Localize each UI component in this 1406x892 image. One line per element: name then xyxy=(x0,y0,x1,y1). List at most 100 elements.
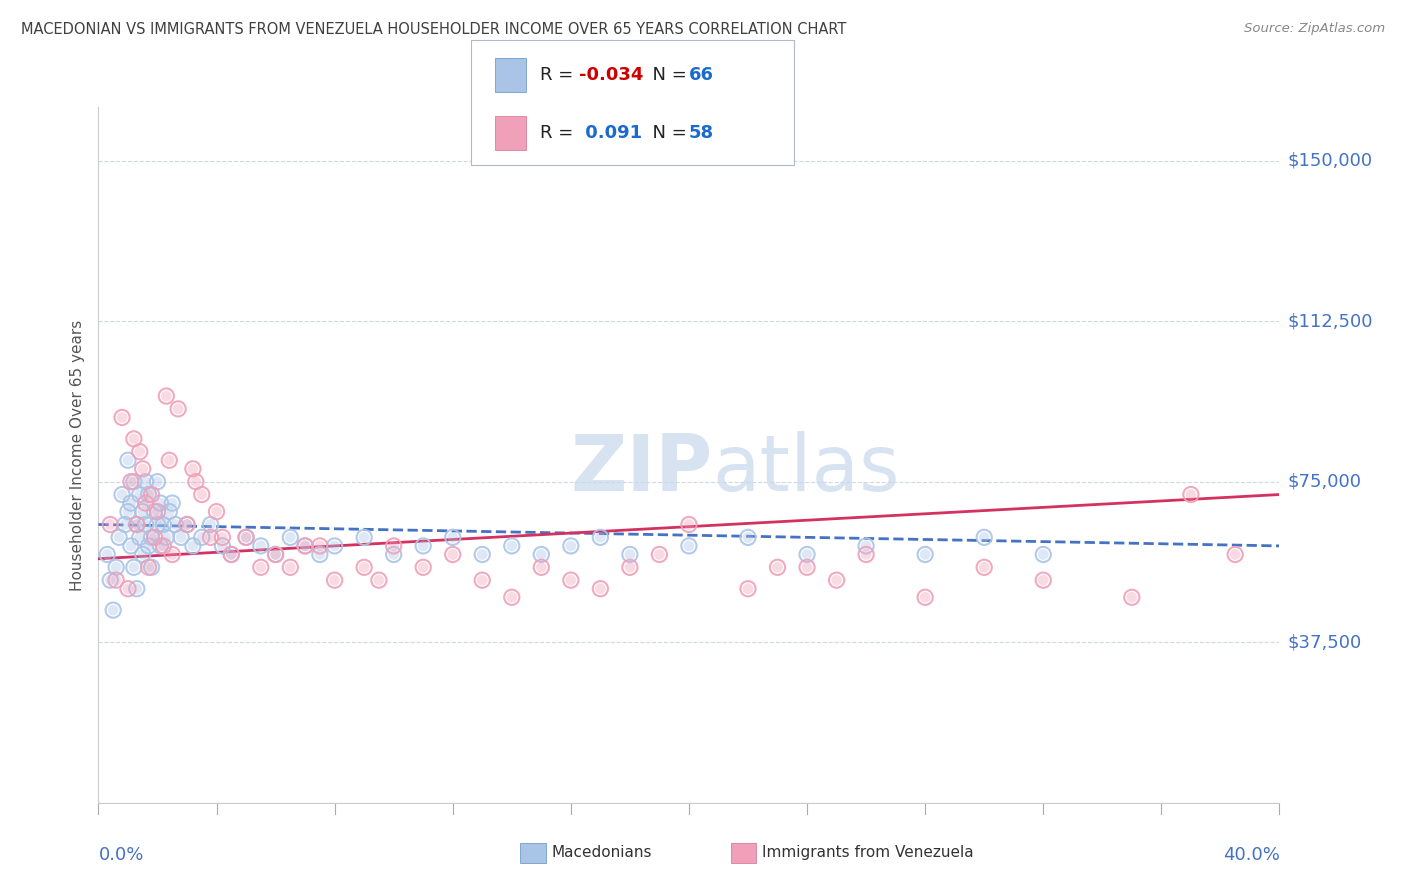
Point xyxy=(825,573,848,587)
Point xyxy=(211,539,233,553)
Text: $75,000: $75,000 xyxy=(1288,473,1362,491)
Point xyxy=(155,389,177,403)
Y-axis label: Householder Income Over 65 years: Householder Income Over 65 years xyxy=(70,319,86,591)
Point xyxy=(162,496,183,510)
Point xyxy=(184,475,207,489)
Point xyxy=(648,548,671,562)
Point xyxy=(235,530,257,544)
Point xyxy=(149,496,172,510)
Point xyxy=(914,591,936,605)
Point xyxy=(157,453,180,467)
Point xyxy=(278,530,302,544)
Point xyxy=(1032,548,1054,562)
Point xyxy=(120,539,142,553)
Point xyxy=(122,560,145,574)
Point xyxy=(138,487,160,501)
Text: $37,500: $37,500 xyxy=(1288,633,1362,651)
Point xyxy=(181,539,204,553)
Point xyxy=(98,517,121,532)
Point xyxy=(471,548,494,562)
Point xyxy=(1032,548,1054,562)
Point xyxy=(1121,591,1143,605)
Point xyxy=(250,560,273,574)
Text: 0.0%: 0.0% xyxy=(98,846,143,863)
Point xyxy=(412,539,434,553)
Point xyxy=(98,517,121,532)
Point xyxy=(146,475,169,489)
Point xyxy=(737,530,759,544)
Point xyxy=(135,517,157,532)
Point xyxy=(353,530,375,544)
Point xyxy=(125,582,148,596)
Point xyxy=(125,517,148,532)
Point xyxy=(973,560,995,574)
Point xyxy=(117,453,139,467)
Point xyxy=(235,530,257,544)
Point xyxy=(111,410,134,425)
Point xyxy=(309,548,332,562)
Point xyxy=(120,475,142,489)
Text: $150,000: $150,000 xyxy=(1288,152,1372,169)
Point xyxy=(141,487,163,501)
Point xyxy=(278,530,302,544)
Point xyxy=(143,505,166,519)
Point xyxy=(264,548,287,562)
Point xyxy=(157,505,180,519)
Point xyxy=(138,539,160,553)
Point xyxy=(294,539,316,553)
Point xyxy=(973,560,995,574)
Point xyxy=(117,505,139,519)
Point xyxy=(589,530,612,544)
Point xyxy=(135,517,157,532)
Point xyxy=(105,573,128,587)
Point xyxy=(128,530,150,544)
Point xyxy=(141,530,163,544)
Point xyxy=(162,548,183,562)
Point xyxy=(914,548,936,562)
Point xyxy=(737,530,759,544)
Point xyxy=(120,496,142,510)
Point xyxy=(441,548,464,562)
Point xyxy=(191,530,214,544)
Point xyxy=(412,539,434,553)
Point xyxy=(914,548,936,562)
Point xyxy=(108,530,131,544)
Point xyxy=(122,432,145,446)
Point xyxy=(165,517,187,532)
Text: N =: N = xyxy=(641,66,693,84)
Point xyxy=(114,517,136,532)
Point xyxy=(146,505,169,519)
Point xyxy=(1032,573,1054,587)
Point xyxy=(264,548,287,562)
Point xyxy=(152,517,174,532)
Text: 0.091: 0.091 xyxy=(579,124,643,142)
Point xyxy=(382,539,405,553)
Point xyxy=(128,444,150,458)
Point xyxy=(825,573,848,587)
Point xyxy=(132,462,155,476)
Point xyxy=(678,539,700,553)
Point xyxy=(530,560,553,574)
Point xyxy=(138,560,160,574)
Point xyxy=(135,475,157,489)
Point xyxy=(141,487,163,501)
Point xyxy=(368,573,391,587)
Point xyxy=(382,548,405,562)
Point xyxy=(98,573,121,587)
Point xyxy=(132,548,155,562)
Point xyxy=(368,573,391,587)
Point xyxy=(162,496,183,510)
Point xyxy=(138,560,160,574)
Point xyxy=(323,539,346,553)
Point xyxy=(441,530,464,544)
Point xyxy=(471,573,494,587)
Text: 66: 66 xyxy=(689,66,714,84)
Point xyxy=(678,517,700,532)
Point xyxy=(135,496,157,510)
Point xyxy=(143,505,166,519)
Point xyxy=(737,582,759,596)
Point xyxy=(796,560,818,574)
Point xyxy=(973,530,995,544)
Point xyxy=(619,548,641,562)
Text: 40.0%: 40.0% xyxy=(1223,846,1279,863)
